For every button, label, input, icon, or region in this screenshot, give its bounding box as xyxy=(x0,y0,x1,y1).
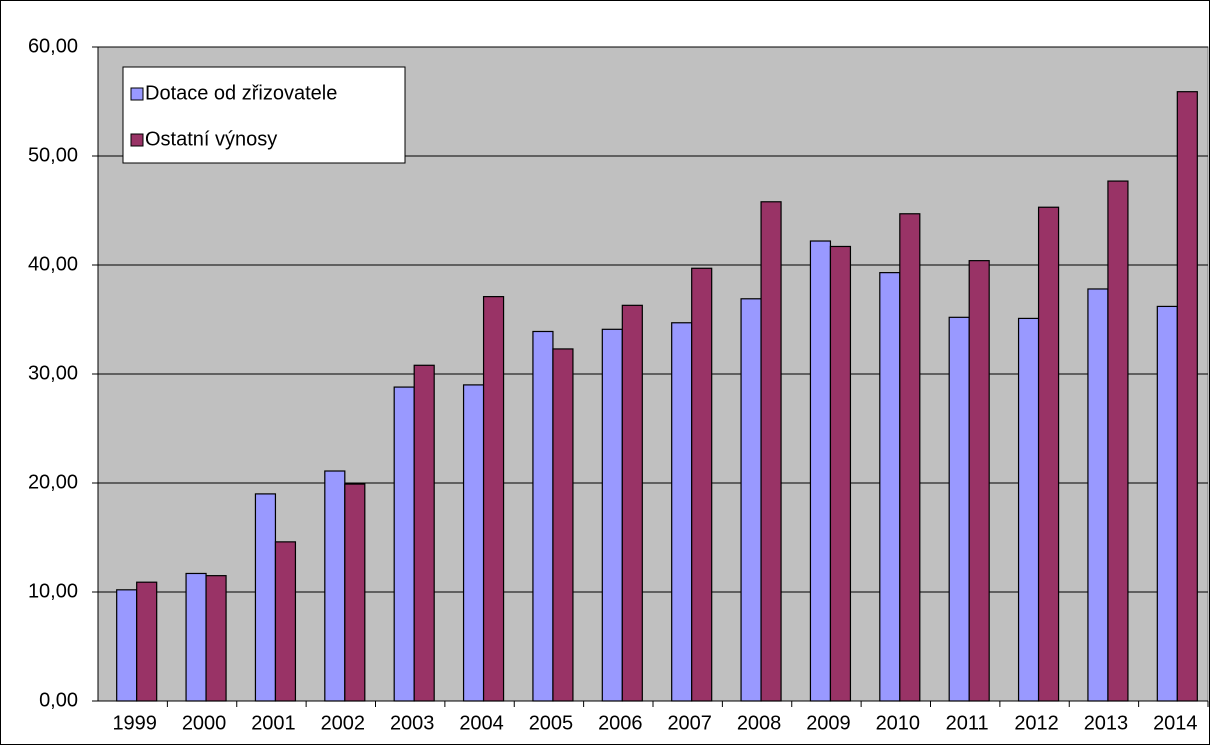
x-tick-label: 2000 xyxy=(182,712,227,734)
x-tick-label: 2012 xyxy=(1014,712,1059,734)
bar xyxy=(829,245,852,702)
bar xyxy=(968,260,990,702)
bar xyxy=(948,316,970,702)
bar xyxy=(116,589,138,702)
x-tick-label: 2002 xyxy=(321,712,366,734)
x-tick-label: 2004 xyxy=(459,712,504,734)
bar xyxy=(1156,305,1178,702)
y-tick-label: 40,00 xyxy=(28,253,78,275)
x-tick-label: 2011 xyxy=(946,712,989,734)
x-tick-label: 2014 xyxy=(1153,712,1198,734)
bar xyxy=(740,298,762,702)
x-tick-label: 2003 xyxy=(390,712,435,734)
y-tick-label: 10,00 xyxy=(28,580,78,602)
bar xyxy=(899,213,921,702)
bar xyxy=(621,304,643,702)
bar xyxy=(413,364,435,702)
bar xyxy=(393,386,415,702)
bar xyxy=(1107,180,1129,702)
bar xyxy=(254,493,277,702)
x-tick-label: 2010 xyxy=(876,712,921,734)
legend-label: Ostatní výnosy xyxy=(145,128,277,150)
bar xyxy=(691,267,713,702)
bar xyxy=(601,328,623,702)
x-tick-label: 1999 xyxy=(112,712,157,734)
x-tick-label: 2013 xyxy=(1084,712,1129,734)
bar xyxy=(274,541,297,702)
bar xyxy=(462,384,485,702)
bar xyxy=(879,272,901,702)
bar xyxy=(1017,317,1040,702)
bar xyxy=(760,201,782,702)
x-tick-label: 2001 xyxy=(251,712,296,734)
x-tick-label: 2005 xyxy=(529,712,574,734)
x-tick-label: 2006 xyxy=(598,712,643,734)
bar xyxy=(1037,206,1060,702)
bar xyxy=(205,575,227,702)
x-tick-label: 2009 xyxy=(806,712,851,734)
bar xyxy=(136,581,158,702)
bar xyxy=(552,348,574,702)
bar xyxy=(324,470,346,702)
bar xyxy=(344,483,366,702)
bar xyxy=(809,240,832,702)
y-tick-label: 0,00 xyxy=(39,689,78,711)
bar xyxy=(1087,288,1109,702)
y-tick-label: 60,00 xyxy=(28,35,78,57)
bar xyxy=(1176,91,1198,702)
bar xyxy=(185,572,207,702)
legend-swatch xyxy=(130,87,144,101)
x-tick-label: 2008 xyxy=(737,712,782,734)
legend-label: Dotace od zřizovatele xyxy=(145,82,337,104)
bar xyxy=(671,322,693,702)
bar xyxy=(532,330,554,702)
x-tick-label: 2007 xyxy=(667,712,712,734)
y-tick-label: 30,00 xyxy=(28,362,78,384)
y-tick-label: 50,00 xyxy=(28,144,78,166)
legend-box xyxy=(122,66,406,164)
bar xyxy=(482,296,505,702)
legend-swatch xyxy=(130,133,144,147)
y-tick-label: 20,00 xyxy=(28,471,78,493)
